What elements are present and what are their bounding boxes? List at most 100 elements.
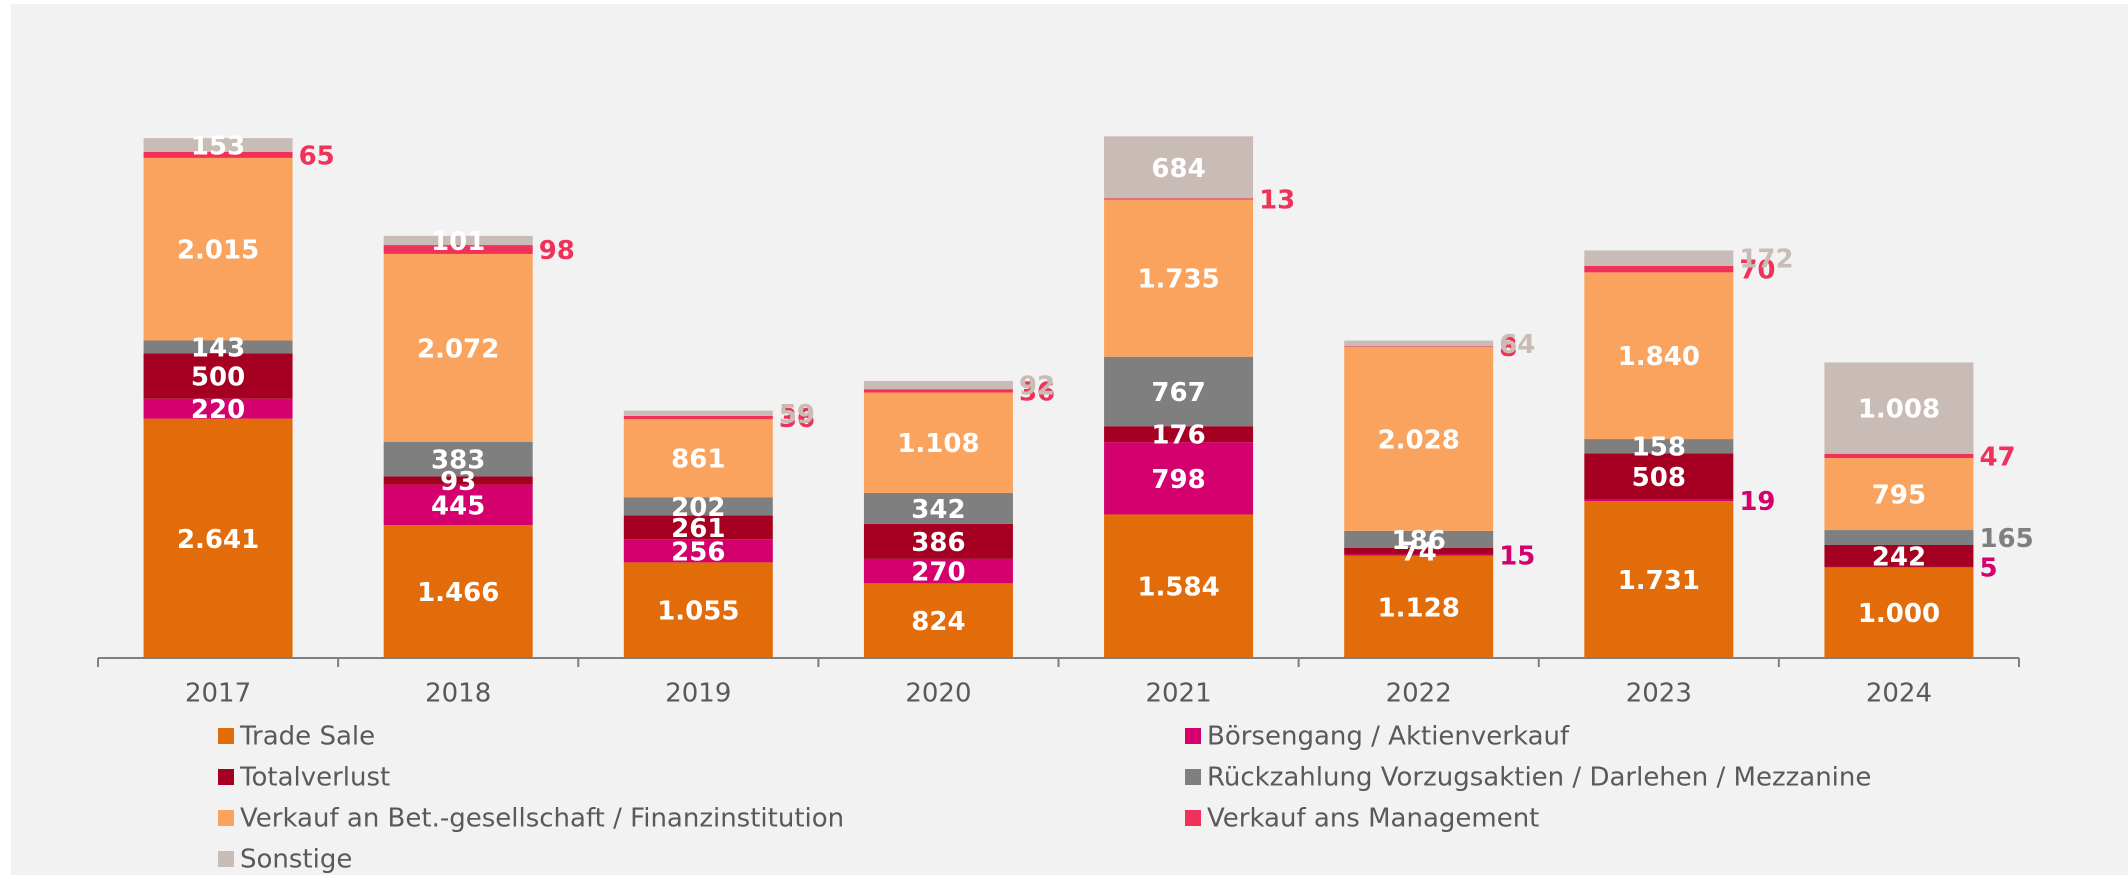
data-label: 445 xyxy=(431,491,485,521)
data-label: 1.108 xyxy=(897,429,979,459)
data-label: 270 xyxy=(911,558,965,588)
legend-label: Trade Sale xyxy=(239,722,375,752)
data-label: 93 xyxy=(440,467,476,497)
bar-segment xyxy=(1584,272,1734,440)
data-label: 383 xyxy=(431,446,485,476)
data-label: 176 xyxy=(1151,421,1205,451)
bar-segment xyxy=(1824,458,1974,531)
data-label: 186 xyxy=(1392,526,1446,556)
legend-swatch xyxy=(218,851,234,867)
x-tick-label: 2022 xyxy=(1386,679,1452,709)
data-label: 1.055 xyxy=(657,597,739,627)
bar-segment xyxy=(1344,340,1494,347)
data-label: 1.008 xyxy=(1858,395,1940,425)
bar-segment xyxy=(1584,501,1734,658)
bar-segment xyxy=(1344,530,1494,548)
x-tick-label: 2018 xyxy=(425,679,491,709)
data-label: 795 xyxy=(1872,481,1926,511)
bar-segment xyxy=(383,476,533,485)
data-label: 261 xyxy=(671,514,725,544)
bar-segment xyxy=(1584,265,1734,273)
legend-label: Verkauf ans Management xyxy=(1207,804,1539,834)
bar-segment xyxy=(1584,250,1734,266)
bar-segment xyxy=(623,415,773,420)
data-label: 2.641 xyxy=(177,525,259,555)
data-label: 165 xyxy=(1979,524,2033,554)
bar-segment xyxy=(1104,426,1254,443)
data-label: 101 xyxy=(431,227,485,257)
bar-segment xyxy=(1344,347,1494,531)
data-label: 1.466 xyxy=(417,578,499,608)
bar-segment xyxy=(1584,499,1734,502)
bar-segment xyxy=(1584,439,1734,454)
bar-segment xyxy=(623,515,773,540)
data-label: 1.735 xyxy=(1137,265,1219,295)
bar-segment xyxy=(623,562,773,658)
bar-segment xyxy=(383,253,533,442)
data-label: 2.028 xyxy=(1378,425,1460,455)
x-tick-label: 2024 xyxy=(1866,679,1932,709)
data-label: 47 xyxy=(1979,442,2015,472)
legend-swatch xyxy=(1185,728,1201,744)
data-label: 98 xyxy=(539,236,575,266)
legend-label: Sonstige xyxy=(240,845,352,875)
data-label: 172 xyxy=(1739,245,1793,275)
bar-segment xyxy=(863,583,1013,658)
data-label: 15 xyxy=(1499,542,1535,572)
bar-segment xyxy=(863,558,1013,584)
data-label: 1.731 xyxy=(1618,566,1700,596)
data-label: 1.584 xyxy=(1137,573,1219,603)
bar-segment xyxy=(863,392,1013,493)
bar-segment xyxy=(1104,136,1254,199)
data-label: 684 xyxy=(1151,154,1205,184)
bar-segment xyxy=(143,418,293,658)
bar-segment xyxy=(1824,567,1974,658)
bar-segment xyxy=(1104,514,1254,658)
data-label: 500 xyxy=(191,363,245,393)
data-label: 59 xyxy=(779,400,815,430)
bar-segment xyxy=(383,245,533,254)
data-label: 65 xyxy=(299,141,335,171)
bar-segment xyxy=(1344,547,1494,555)
data-label: 92 xyxy=(1019,372,1055,402)
bar-segment xyxy=(1344,554,1494,556)
data-label: 64 xyxy=(1499,330,1535,360)
data-label: 36 xyxy=(1019,377,1055,407)
bar-segment xyxy=(623,419,773,498)
data-label: 861 xyxy=(671,445,725,475)
bar-segment xyxy=(383,484,533,526)
bar-segment xyxy=(1104,199,1254,357)
data-label: 242 xyxy=(1872,542,1926,572)
data-label: 74 xyxy=(1401,538,1437,568)
legend-swatch xyxy=(218,810,234,826)
data-label: 5 xyxy=(1979,554,1997,584)
data-label: 824 xyxy=(911,607,965,637)
bar-segment xyxy=(863,523,1013,559)
data-label: 158 xyxy=(1632,433,1686,463)
bar-segment xyxy=(1824,545,1974,567)
bar-segment xyxy=(623,539,773,563)
data-label: 153 xyxy=(191,132,245,162)
data-label: 1.000 xyxy=(1858,599,1940,629)
bar-segment xyxy=(1344,346,1494,348)
bar-segment xyxy=(143,152,293,158)
legend-label: Rückzahlung Vorzugsaktien / Darlehen / M… xyxy=(1207,763,1871,793)
x-tick-label: 2020 xyxy=(905,679,971,709)
bar-segment xyxy=(383,525,533,658)
bar-segment xyxy=(1104,356,1254,427)
data-label: 36 xyxy=(779,404,815,434)
data-label: 13 xyxy=(1259,185,1295,215)
x-tick-label: 2017 xyxy=(185,679,251,709)
bar-segment xyxy=(1824,530,1974,546)
data-label: 798 xyxy=(1151,465,1205,495)
data-label: 386 xyxy=(911,528,965,558)
bar-segment xyxy=(863,389,1013,393)
bar-segment xyxy=(143,340,293,354)
bar-segment xyxy=(1584,453,1734,500)
data-label: 220 xyxy=(191,395,245,425)
bar-segment xyxy=(383,235,533,246)
legend-swatch xyxy=(218,769,234,785)
bar-segment xyxy=(623,410,773,416)
bar-segment xyxy=(143,157,293,341)
